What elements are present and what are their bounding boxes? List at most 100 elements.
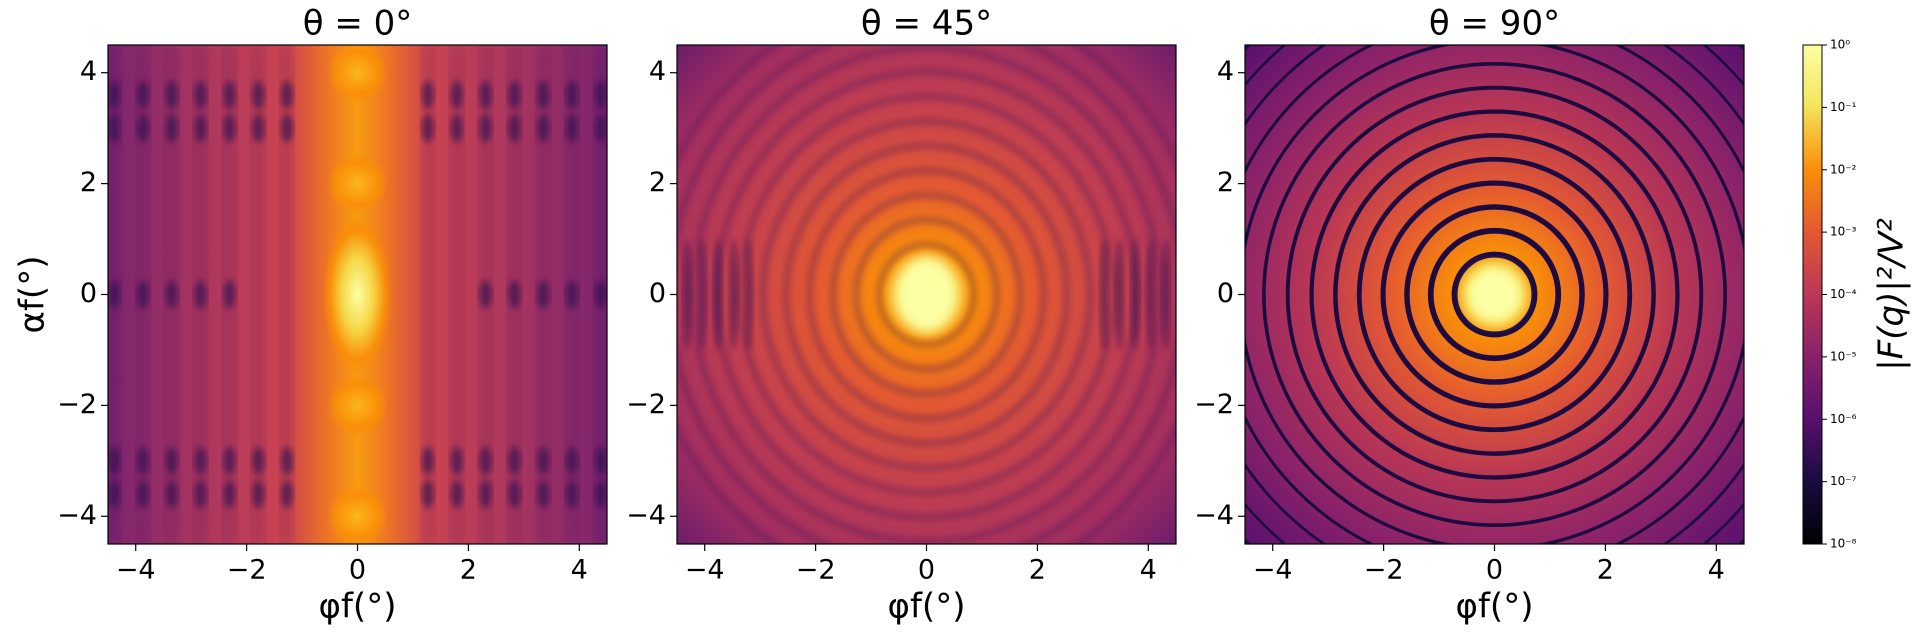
- map-node: [281, 480, 294, 509]
- map-node: [108, 280, 121, 309]
- map-node: [508, 280, 521, 309]
- x-tick-label: −2: [227, 555, 267, 586]
- map-node: [537, 280, 550, 309]
- map-node: [450, 480, 463, 509]
- colorbar-tick-label: 10⁻⁸: [1830, 537, 1857, 551]
- x-tick-label: 0: [349, 555, 366, 586]
- map-ring: [1333, 133, 1656, 456]
- x-tick-label: −4: [116, 555, 156, 586]
- map-node: [594, 280, 607, 309]
- colorbar-tick-label: 10⁻³: [1830, 225, 1857, 239]
- map-peak: [323, 214, 392, 375]
- map-node: [566, 114, 579, 143]
- map-node: [252, 480, 265, 509]
- x-tick-label: 4: [1708, 555, 1725, 586]
- map-node: [165, 480, 178, 509]
- map-ring: [1262, 62, 1727, 527]
- map-node: [194, 114, 207, 143]
- map-node: [165, 280, 178, 309]
- map-edge: [682, 239, 691, 350]
- map-node: [108, 114, 121, 143]
- colorbar-tick-label: 10⁻⁶: [1830, 412, 1857, 426]
- map-node: [223, 80, 236, 109]
- map-node: [508, 114, 521, 143]
- map-node: [108, 446, 121, 475]
- heatmap: [108, 45, 607, 544]
- map-node: [281, 446, 294, 475]
- map-node: [136, 80, 149, 109]
- map-node: [194, 480, 207, 509]
- x-tick-label: −2: [1364, 555, 1404, 586]
- map-ring: [1451, 251, 1538, 338]
- map-node: [479, 480, 492, 509]
- map-node: [450, 80, 463, 109]
- map-ring: [1404, 204, 1585, 385]
- map-node: [594, 80, 607, 109]
- y-tick-label: −4: [57, 500, 97, 531]
- colorbar-tick-label: 10⁻⁵: [1830, 349, 1857, 363]
- map-stripe: [421, 45, 434, 544]
- heatmap: [677, 45, 1176, 544]
- map-node: [479, 446, 492, 475]
- map-node: [479, 80, 492, 109]
- map-node: [537, 80, 550, 109]
- map-node: [479, 114, 492, 143]
- map-node: [223, 446, 236, 475]
- map-node: [223, 280, 236, 309]
- map-ring: [736, 92, 1117, 497]
- map-lobe: [327, 485, 388, 544]
- y-tick-label: −4: [1194, 500, 1234, 531]
- colorbar: [1802, 44, 1823, 545]
- map-node: [223, 480, 236, 509]
- colorbar-label: |F(q)|²/V²: [1872, 218, 1912, 371]
- x-axis-label: φf(°): [888, 587, 966, 627]
- map-node: [252, 80, 265, 109]
- map-edge: [1162, 239, 1171, 350]
- map-node: [566, 80, 579, 109]
- colorbar-tick-label: 10⁻⁷: [1830, 474, 1857, 488]
- heatmap: [1245, 45, 1744, 544]
- map-ring: [1427, 227, 1562, 362]
- x-tick-label: 4: [1140, 555, 1157, 586]
- map-node: [594, 480, 607, 509]
- y-tick-label: 4: [649, 56, 666, 87]
- panel-title: θ = 90°: [1429, 4, 1560, 44]
- panel-title: θ = 0°: [303, 4, 413, 44]
- x-tick-label: 4: [571, 555, 588, 586]
- colorbar-tick-label: 10⁻⁴: [1830, 287, 1857, 301]
- x-tick-label: 0: [1486, 555, 1503, 586]
- y-tick-label: 0: [649, 278, 666, 309]
- x-tick-label: −2: [796, 555, 836, 586]
- map-edge: [745, 239, 754, 350]
- map-ring: [689, 45, 1164, 544]
- map-node: [165, 80, 178, 109]
- map-stripe: [252, 45, 265, 544]
- map-stripe: [450, 45, 463, 544]
- map-node: [421, 446, 434, 475]
- map-ring: [852, 216, 1001, 373]
- map-edge: [1099, 239, 1108, 350]
- map-edge: [1146, 239, 1155, 350]
- map-node: [566, 480, 579, 509]
- colorbar-tick-label: 10⁻²: [1830, 162, 1857, 176]
- y-tick-label: 4: [1217, 56, 1234, 87]
- map-node: [421, 80, 434, 109]
- y-tick-label: 2: [80, 167, 97, 198]
- map-edge: [698, 239, 707, 350]
- map-ring: [1309, 109, 1680, 480]
- map-ring: [782, 142, 1071, 447]
- map-node: [136, 114, 149, 143]
- map-node: [537, 114, 550, 143]
- map-node: [508, 446, 521, 475]
- map-ring: [1285, 85, 1704, 504]
- map-node: [281, 114, 294, 143]
- map-edge: [1115, 239, 1124, 350]
- map-node: [450, 446, 463, 475]
- map-node: [136, 280, 149, 309]
- x-tick-label: 2: [460, 555, 477, 586]
- x-axis-label: φf(°): [1456, 587, 1534, 627]
- map-node: [165, 446, 178, 475]
- x-tick-label: −4: [1253, 555, 1293, 586]
- map-lobe: [327, 374, 388, 436]
- y-tick-label: −2: [57, 389, 97, 420]
